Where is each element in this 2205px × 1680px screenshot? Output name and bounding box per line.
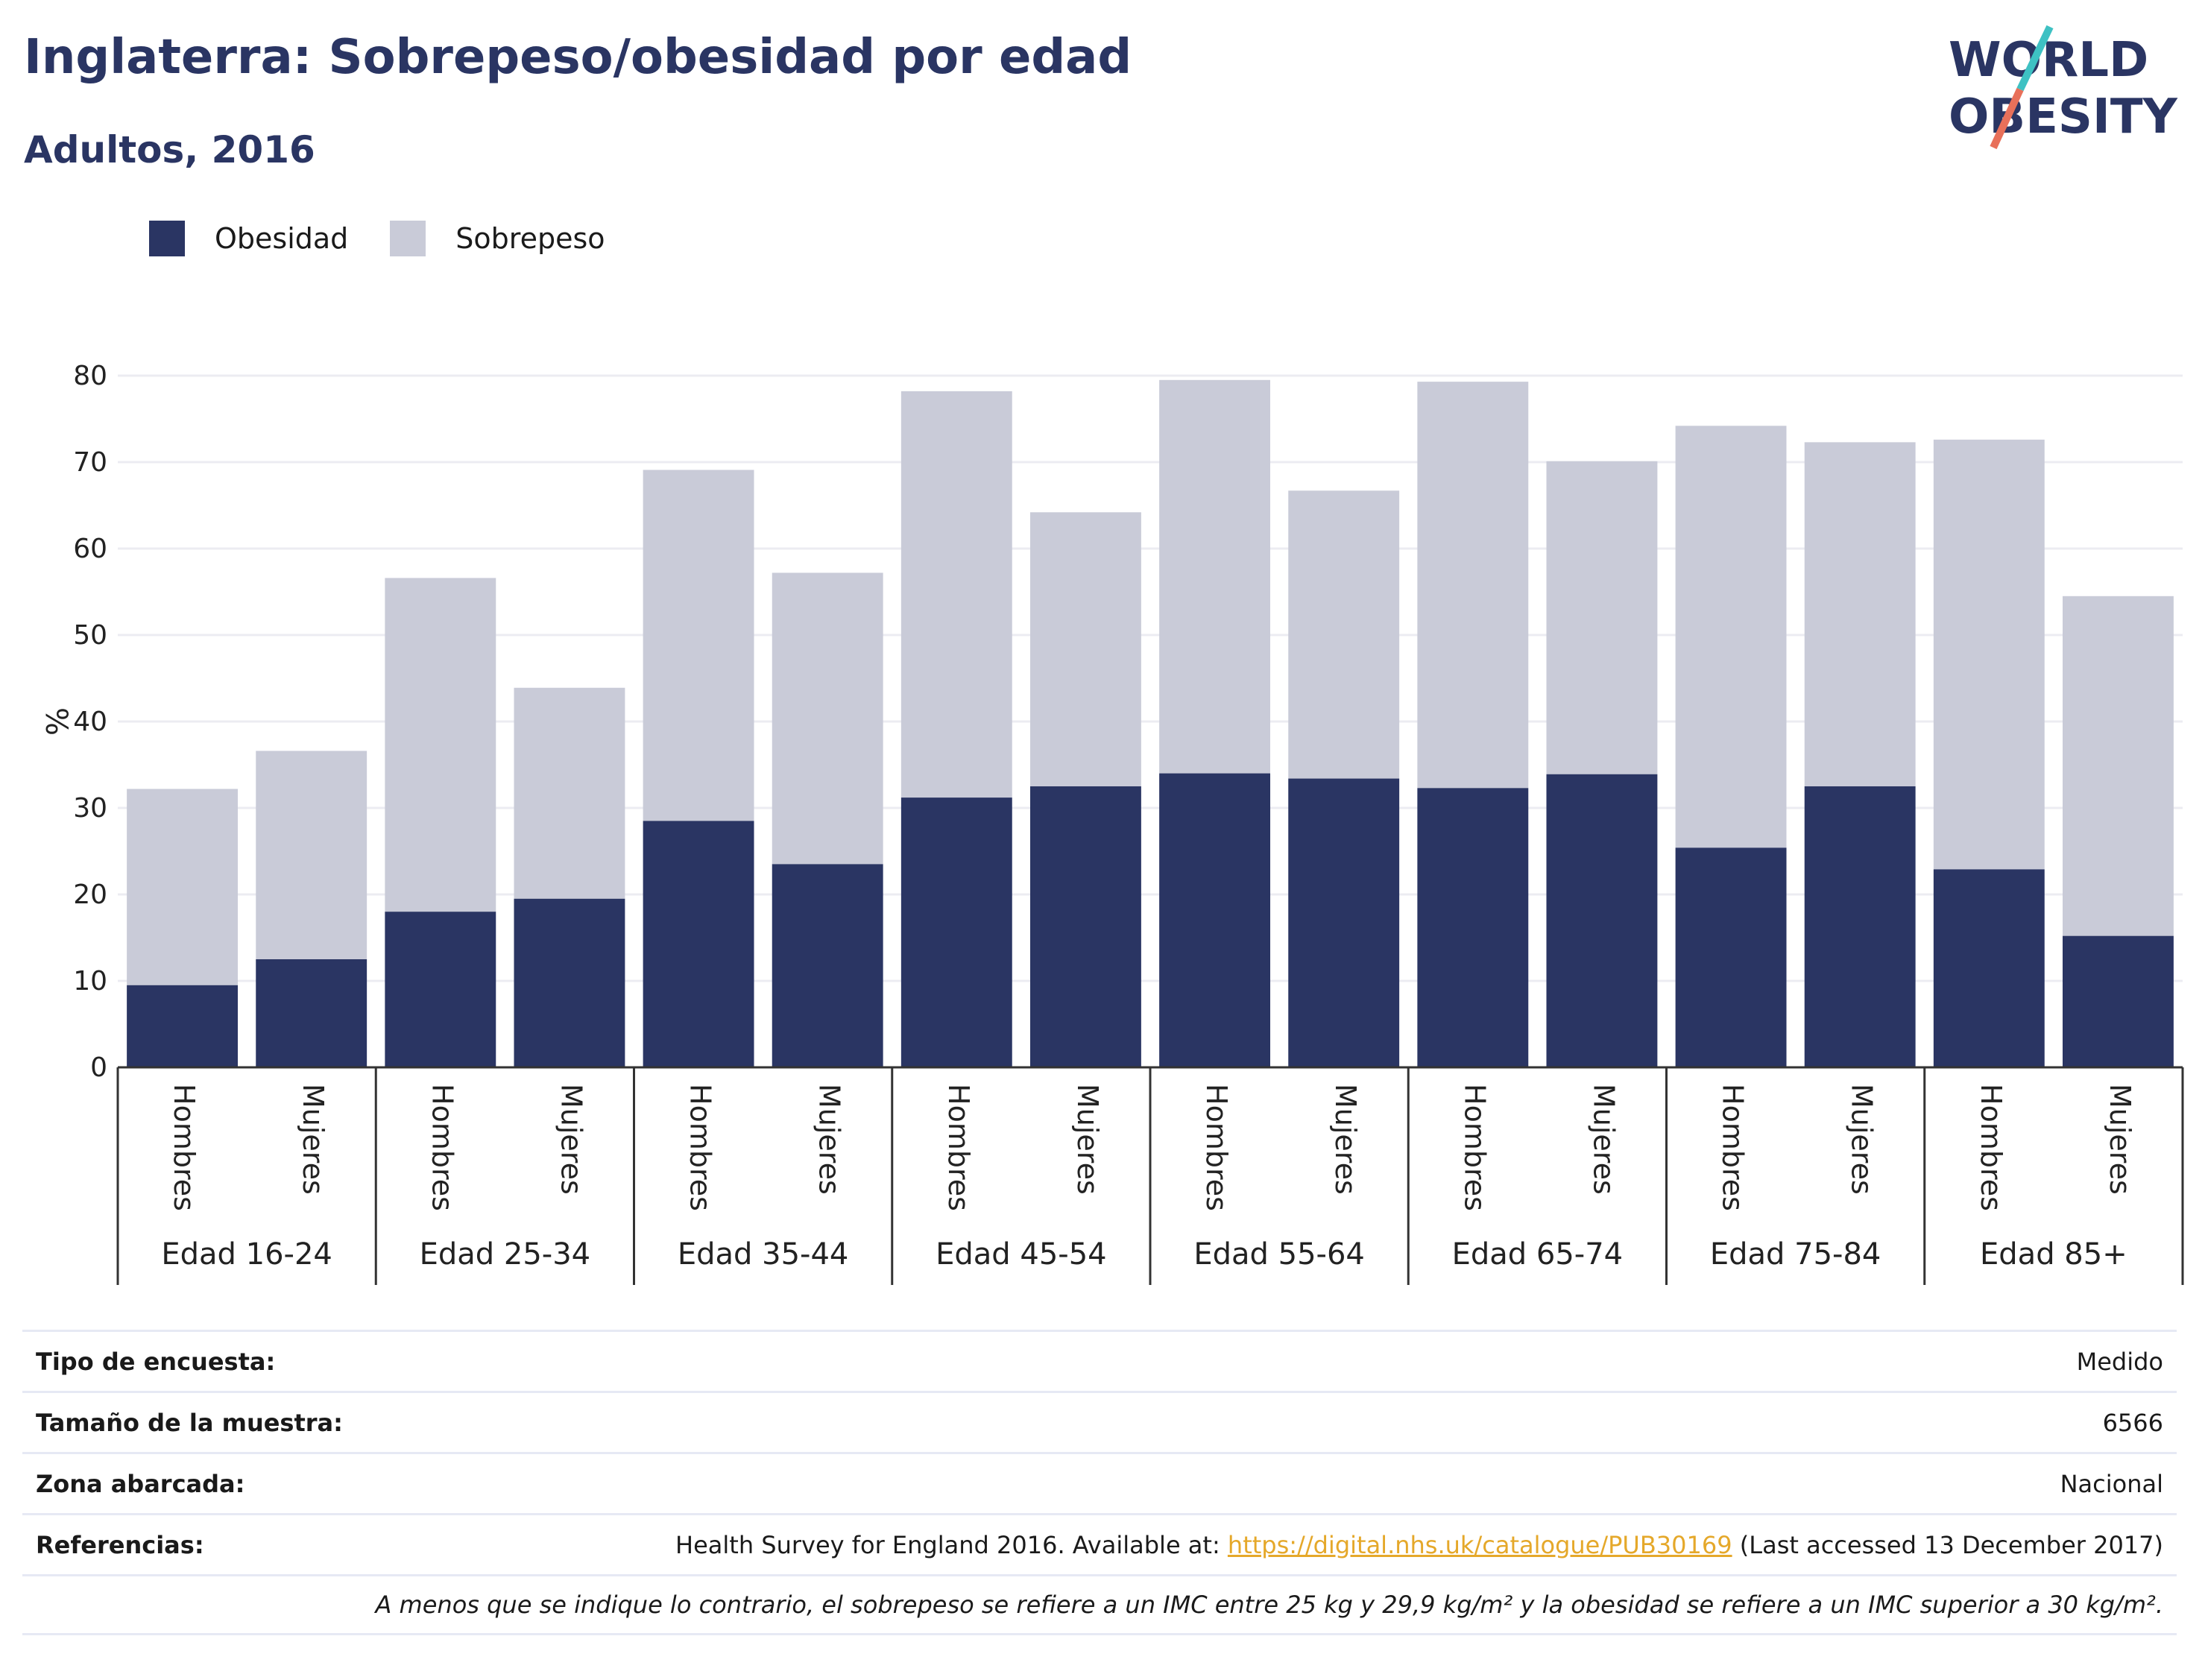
x-group-label: Edad 75-84 bbox=[1710, 1237, 1881, 1272]
info-key: Tipo de encuesta: bbox=[36, 1347, 276, 1376]
bar-sobrepeso bbox=[385, 578, 496, 912]
world-obesity-logo: WORLD OBESITY bbox=[1949, 25, 2177, 150]
logo-text-world: WORLD bbox=[1949, 33, 2148, 88]
x-group-label: Edad 55-64 bbox=[1193, 1237, 1365, 1272]
y-tick-label: 0 bbox=[90, 1052, 107, 1083]
legend-item-obesidad: Obesidad bbox=[149, 221, 348, 256]
bar-obesidad bbox=[2062, 935, 2174, 1067]
info-key: Tamaño de la muestra: bbox=[36, 1408, 343, 1437]
y-tick-label: 10 bbox=[73, 966, 107, 997]
legend-label-sobrepeso: Sobrepeso bbox=[455, 222, 605, 255]
legend-label-obesidad: Obesidad bbox=[215, 222, 349, 255]
info-value: Medido bbox=[2076, 1347, 2163, 1376]
chart-title: Inglaterra: Sobrepeso/obesidad por edad bbox=[24, 30, 1132, 85]
y-tick-label: 60 bbox=[73, 534, 107, 564]
bar-sobrepeso bbox=[772, 572, 883, 865]
info-value: 6566 bbox=[2102, 1408, 2163, 1437]
reference-prefix: Health Survey for England 2016. Availabl… bbox=[675, 1530, 1228, 1559]
bar-sobrepeso bbox=[1159, 379, 1271, 774]
bar-sobrepeso bbox=[1546, 461, 1658, 774]
reference-suffix: (Last accessed 13 December 2017) bbox=[1732, 1530, 2163, 1559]
stacked-bar-chart: 0 10 20 30 40 50 60 70 80% Hombres Mujeres Hombres M… bbox=[39, 361, 2184, 1285]
bar-obesidad bbox=[385, 912, 496, 1067]
bar-sobrepeso bbox=[643, 470, 754, 821]
y-axis-label: % bbox=[39, 707, 73, 736]
x-subcategory-label: Hombres bbox=[168, 1084, 201, 1211]
logo-slash-teal bbox=[2016, 25, 2054, 92]
bar-obesidad bbox=[1933, 869, 2045, 1067]
y-tick-label: 70 bbox=[73, 447, 107, 478]
info-row-sample-size: Tamaño de la muestra: 6566 bbox=[22, 1391, 2177, 1452]
bar-obesidad bbox=[127, 985, 239, 1067]
legend-swatch-obesidad bbox=[149, 221, 185, 256]
legend: Obesidad Sobrepeso bbox=[149, 221, 647, 256]
legend-swatch-sobrepeso bbox=[390, 221, 426, 256]
info-key: Zona abarcada: bbox=[36, 1469, 245, 1498]
bar-obesidad bbox=[514, 898, 625, 1067]
chart-subtitle: Adultos, 2016 bbox=[24, 128, 315, 171]
y-tick-label: 50 bbox=[73, 620, 107, 651]
bar-sobrepeso bbox=[900, 391, 1012, 798]
footnote-row: A menos que se indique lo contrario, el … bbox=[22, 1574, 2177, 1635]
y-tick-label: 20 bbox=[73, 880, 107, 910]
bar-obesidad bbox=[1288, 778, 1400, 1067]
reference-link[interactable]: https://digital.nhs.uk/catalogue/PUB3016… bbox=[1227, 1530, 1732, 1559]
bar-obesidad bbox=[1675, 847, 1787, 1067]
bar-sobrepeso bbox=[1029, 512, 1141, 786]
info-row-survey-type: Tipo de encuesta: Medido bbox=[22, 1330, 2177, 1391]
bar-sobrepeso bbox=[1933, 439, 2045, 870]
x-subcategory-label: Hombres bbox=[1975, 1084, 2007, 1211]
reference-value: Health Survey for England 2016. Availabl… bbox=[675, 1531, 2163, 1559]
x-subcategory-label: Mujeres bbox=[1587, 1084, 1620, 1195]
info-table: Tipo de encuesta: Medido Tamaño de la mu… bbox=[22, 1330, 2177, 1635]
info-value: Nacional bbox=[2060, 1469, 2163, 1498]
bar-obesidad bbox=[1029, 786, 1141, 1067]
bar-sobrepeso bbox=[256, 751, 368, 959]
bar-sobrepeso bbox=[1417, 382, 1529, 789]
y-tick-label: 30 bbox=[73, 793, 107, 824]
x-group-label: Edad 35-44 bbox=[678, 1237, 849, 1272]
x-group-label: Edad 85+ bbox=[1980, 1237, 2127, 1272]
x-subcategory-label: Hombres bbox=[942, 1084, 975, 1211]
bar-sobrepeso bbox=[2062, 596, 2174, 936]
x-subcategory-label: Hombres bbox=[1200, 1084, 1233, 1211]
x-subcategory-label: Mujeres bbox=[1846, 1084, 1878, 1195]
legend-item-sobrepeso: Sobrepeso bbox=[390, 221, 605, 256]
x-subcategory-label: Mujeres bbox=[2104, 1084, 2136, 1195]
bar-obesidad bbox=[643, 821, 754, 1067]
x-subcategory-label: Mujeres bbox=[1329, 1084, 1362, 1195]
bar-obesidad bbox=[1804, 786, 1916, 1067]
bar-obesidad bbox=[772, 864, 883, 1067]
x-subcategory-label: Mujeres bbox=[555, 1084, 587, 1195]
bar-sobrepeso bbox=[127, 789, 239, 985]
bar-obesidad bbox=[256, 959, 368, 1067]
x-subcategory-label: Mujeres bbox=[1071, 1084, 1104, 1195]
bar-obesidad bbox=[1546, 774, 1658, 1067]
x-group-label: Edad 65-74 bbox=[1452, 1237, 1624, 1272]
x-group-label: Edad 25-34 bbox=[420, 1237, 591, 1272]
bar-obesidad bbox=[1417, 788, 1529, 1067]
info-key: Referencias: bbox=[36, 1530, 204, 1559]
info-row-references: Referencias: Health Survey for England 2… bbox=[22, 1513, 2177, 1574]
footnote-text: A menos que se indique lo contrario, el … bbox=[375, 1591, 2163, 1619]
x-group-label: Edad 16-24 bbox=[161, 1237, 332, 1272]
bar-sobrepeso bbox=[514, 687, 625, 899]
info-row-area: Zona abarcada: Nacional bbox=[22, 1452, 2177, 1513]
x-subcategory-label: Hombres bbox=[1458, 1084, 1491, 1211]
bar-sobrepeso bbox=[1288, 490, 1400, 779]
bar-obesidad bbox=[900, 798, 1012, 1067]
x-subcategory-label: Mujeres bbox=[813, 1084, 846, 1195]
y-tick-label: 80 bbox=[73, 361, 107, 391]
x-subcategory-label: Hombres bbox=[684, 1084, 717, 1211]
x-subcategory-label: Hombres bbox=[426, 1084, 458, 1211]
x-subcategory-label: Mujeres bbox=[297, 1084, 329, 1195]
bar-sobrepeso bbox=[1675, 426, 1787, 848]
bar-sobrepeso bbox=[1804, 442, 1916, 786]
x-subcategory-label: Hombres bbox=[1717, 1084, 1750, 1211]
bar-obesidad bbox=[1159, 773, 1271, 1067]
y-tick-label: 40 bbox=[73, 707, 107, 737]
logo-text-obesity: OBESITY bbox=[1949, 89, 2177, 145]
logo-slash-coral bbox=[1990, 87, 2024, 150]
x-group-label: Edad 45-54 bbox=[936, 1237, 1107, 1272]
